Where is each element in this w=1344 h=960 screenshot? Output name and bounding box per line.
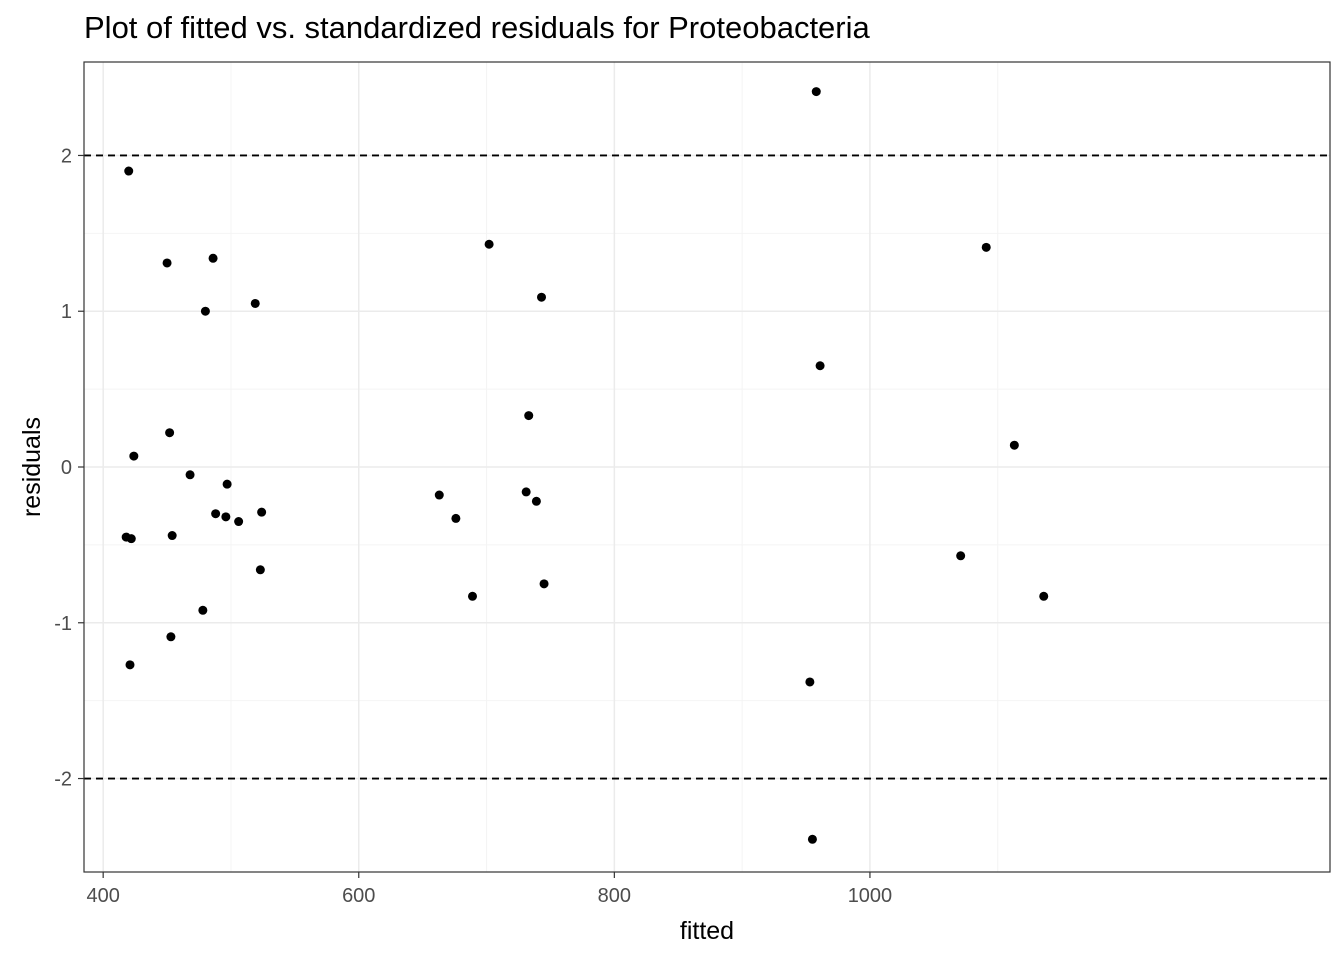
data-point (257, 507, 267, 517)
data-point (255, 565, 265, 575)
y-tick-label: 0 (61, 457, 72, 479)
data-point (129, 451, 139, 461)
data-point (166, 632, 176, 642)
data-point (539, 579, 549, 589)
data-point (125, 660, 135, 670)
data-point (805, 677, 815, 687)
x-tick-label: 1000 (848, 885, 893, 907)
data-point (211, 509, 221, 519)
data-point (222, 479, 232, 489)
data-point (1039, 591, 1049, 601)
chart-title: Plot of fitted vs. standardized residual… (84, 10, 870, 45)
data-point (1009, 440, 1019, 450)
data-point (484, 239, 494, 249)
data-point (815, 361, 825, 371)
data-point (250, 298, 260, 308)
data-point (807, 834, 817, 844)
data-point (167, 531, 177, 541)
x-tick-label: 800 (598, 885, 631, 907)
x-axis-title: fitted (680, 917, 734, 945)
x-tick-label: 400 (86, 885, 119, 907)
data-point (234, 517, 244, 527)
x-axis: 400 600 800 1000 (86, 872, 892, 907)
x-tick-label: 600 (342, 885, 375, 907)
data-point (981, 242, 991, 252)
y-tick-label: -1 (54, 613, 72, 635)
data-point (124, 166, 134, 176)
y-tick-label: -2 (54, 769, 72, 791)
data-point (521, 487, 531, 497)
data-point (208, 253, 218, 263)
data-point (221, 512, 231, 522)
data-point (451, 513, 461, 523)
data-point (467, 591, 477, 601)
y-tick-label: 1 (61, 301, 72, 323)
y-tick-label: 2 (61, 145, 72, 167)
y-axis-title: residuals (18, 417, 46, 517)
data-point (198, 605, 208, 615)
data-point (126, 534, 136, 544)
data-point (165, 428, 175, 438)
data-point (162, 258, 172, 268)
reference-lines (84, 154, 1330, 780)
data-point (531, 496, 541, 506)
data-points (121, 87, 1049, 844)
data-point (956, 551, 966, 561)
data-point (185, 470, 195, 480)
data-point (434, 490, 444, 500)
data-point (524, 411, 534, 421)
data-point (811, 87, 821, 97)
data-point (200, 306, 210, 316)
data-point (537, 292, 547, 302)
major-grid (84, 62, 1330, 872)
y-axis: -2 -1 0 1 2 (54, 145, 84, 791)
